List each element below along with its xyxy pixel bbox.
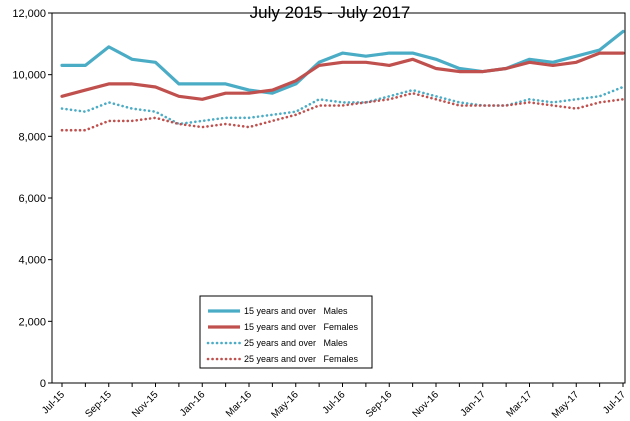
- x-tick-label: Mar-17: [504, 389, 534, 419]
- series-line-2: [60, 51, 625, 101]
- x-tick-label: Jul-16: [321, 389, 348, 416]
- x-tick-label: Sep-16: [364, 389, 395, 420]
- x-tick-label: Nov-15: [130, 389, 161, 420]
- y-tick-label: 10,000: [12, 70, 46, 82]
- y-tick-label: 8,000: [18, 131, 46, 143]
- x-tick-label: Jan-16: [178, 389, 208, 419]
- x-tick-label: May-16: [270, 389, 302, 421]
- x-tick-label: Jan-17: [458, 389, 488, 419]
- series-line-4: [60, 91, 625, 132]
- legend-label: 25 years and over Males: [244, 338, 348, 348]
- x-tick-label: May-17: [550, 389, 582, 421]
- x-tick-label: Nov-16: [411, 389, 442, 420]
- y-tick-label: 4,000: [18, 255, 46, 267]
- y-tick-label: 6,000: [18, 193, 46, 205]
- series-line-3: [60, 85, 625, 126]
- series-layer: [60, 29, 625, 132]
- y-tick-label: 12,000: [12, 8, 46, 20]
- x-tick-label: Sep-15: [83, 389, 114, 420]
- legend-box: [199, 295, 373, 369]
- legend-label: 15 years and over Males: [244, 306, 348, 316]
- legend-label: 25 years and over Females: [244, 354, 359, 364]
- y-tick-label: 0: [40, 378, 46, 390]
- x-tick-label: Jul-15: [40, 389, 67, 416]
- series-line-1: [60, 29, 625, 95]
- legend-label: 15 years and over Females: [244, 322, 359, 332]
- x-tick-label: Mar-16: [224, 389, 254, 419]
- x-tick-label: Jul-17: [601, 389, 628, 416]
- y-tick-label: 2,000: [18, 316, 46, 328]
- legend: 15 years and over Males 15 years and over…: [199, 295, 373, 369]
